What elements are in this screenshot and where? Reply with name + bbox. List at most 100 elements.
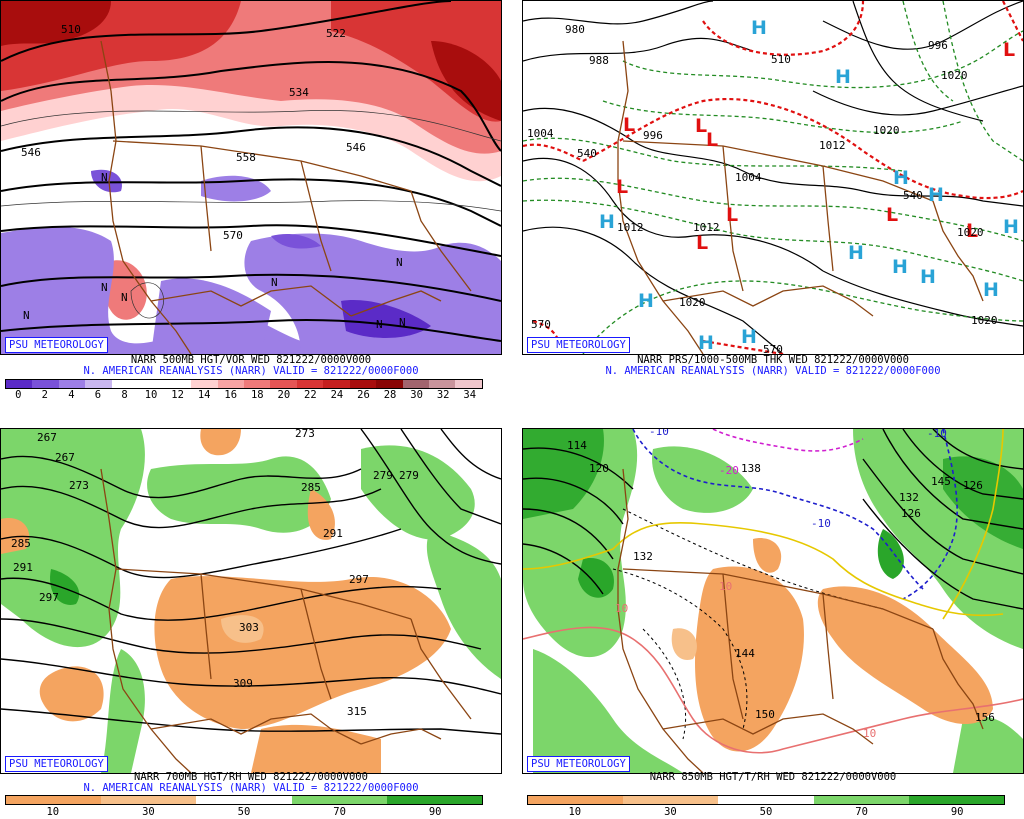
contour-label: 120: [589, 462, 609, 475]
isobar-label: 988: [589, 54, 609, 67]
colorbar-tick-label: 20: [277, 389, 291, 401]
colorbar-tick-label: 4: [68, 389, 75, 401]
caption-product: NARR 700MB HGT/RH WED 821222/0000V000: [134, 771, 368, 783]
svg-text:N: N: [399, 316, 406, 329]
isotherm-label: 10: [863, 727, 876, 740]
colorbar-swatch: [323, 380, 350, 388]
vorticity-colorbar-ticks: 0 2 4 6 8 10 12 14 16 18 20 22 24 26 28 30 32 34: [5, 389, 481, 401]
colorbar-tick-label: 70: [333, 806, 346, 818]
contour-label: 315: [347, 705, 367, 718]
colorbar-swatch: [164, 380, 192, 388]
colorbar-swatch: [270, 380, 297, 388]
colorbar-tick-label: 18: [250, 389, 264, 401]
contour-label: 291: [323, 527, 343, 540]
contour-label: 534: [289, 86, 309, 99]
psu-meteorology-badge: PSU METEOROLOGY: [527, 756, 630, 772]
svg-text:H: H: [848, 242, 864, 264]
svg-text:H: H: [920, 266, 936, 288]
colorbar-tick-label: 14: [197, 389, 211, 401]
colorbar-tick-label: 0: [15, 389, 22, 401]
vorticity-colorbar: [5, 379, 483, 389]
colorbar-tick-label: 32: [436, 389, 450, 401]
caption-product: NARR PRS/1000-500MB THK WED 821222/0000V…: [637, 354, 909, 366]
psu-meteorology-badge: PSU METEOROLOGY: [5, 337, 108, 353]
map-700mb-svg: 267 267 273 273 279 279 285 285 291 291 …: [1, 429, 501, 773]
isobar-label: 996: [643, 129, 663, 142]
isobar-label: 1012: [693, 221, 720, 234]
map-850mb: 114 120 126 132 138 144 150 156 132 126 …: [522, 428, 1024, 774]
colorbar-swatch: [32, 380, 59, 388]
colorbar-tick-label: 16: [224, 389, 238, 401]
contour-label: 150: [755, 708, 775, 721]
caption-source: N. AMERICAN REANALYSIS (NARR) VALID = 82…: [83, 782, 419, 794]
isotherm-label: -20: [719, 464, 739, 477]
contour-label: 285: [301, 481, 321, 494]
caption-product: NARR 850MB HGT/T/RH WED 821222/0000V000: [649, 771, 897, 783]
colorbar-tick-label: 30: [410, 389, 423, 401]
svg-text:L: L: [616, 176, 628, 198]
svg-text:N: N: [271, 276, 278, 289]
svg-text:N: N: [396, 256, 403, 269]
svg-text:N: N: [101, 171, 108, 184]
thickness-label: 510: [771, 53, 791, 66]
colorbar-tick-label: 10: [46, 806, 60, 818]
map-slp-svg: HHH HHH H HH H HH H L LL LLL LLL 980 988 99…: [523, 1, 1023, 354]
colorbar-swatch: [429, 380, 456, 388]
colorbar-swatch: [101, 796, 197, 804]
caption-product: NARR 500MB HGT/VOR WED 821222/0000V000: [130, 354, 372, 366]
contour-label: 126: [901, 507, 921, 520]
svg-text:L: L: [966, 220, 978, 242]
colorbar-tick-label: 6: [94, 389, 102, 401]
isotherm-label: 10: [615, 602, 628, 615]
colorbar-tick-label: 50: [759, 806, 773, 818]
svg-text:H: H: [983, 279, 999, 301]
contour-label: 522: [326, 27, 346, 40]
isobar-label: 1004: [735, 171, 762, 184]
svg-text:L: L: [696, 232, 708, 254]
colorbar-tick-label: 12: [171, 389, 184, 401]
svg-text:N: N: [23, 309, 30, 322]
svg-text:N: N: [121, 291, 128, 304]
contour-label: 297: [349, 573, 369, 586]
svg-text:H: H: [928, 184, 944, 206]
isobar-label: 1020: [873, 124, 900, 137]
colorbar-swatch: [386, 796, 483, 804]
svg-text:L: L: [1003, 39, 1015, 61]
thickness-label: 540: [903, 189, 923, 202]
svg-text:N: N: [376, 318, 383, 331]
colorbar-swatch: [349, 380, 377, 388]
map-500mb-svg: 510 522 534 546 558 546 570 NNN N NN NN: [1, 1, 501, 354]
colorbar-tick-label: 26: [357, 389, 370, 401]
svg-text:H: H: [1003, 216, 1019, 238]
isotherm-label: 10: [719, 580, 732, 593]
thickness-label: 570: [763, 343, 783, 354]
colorbar-tick-label: 10: [144, 389, 158, 401]
colorbar-tick-label: 8: [121, 389, 128, 401]
contour-label: 145: [931, 475, 951, 488]
svg-text:H: H: [698, 332, 714, 354]
panel-700mb-humidity: 267 267 273 273 279 279 285 285 291 291 …: [0, 428, 502, 819]
contour-label: 570: [223, 229, 243, 242]
colorbar-tick-label: 2: [41, 389, 48, 401]
caption-source: N. AMERICAN REANALYSIS (NARR) VALID = 82…: [605, 365, 941, 377]
colorbar-tick-label: 50: [237, 806, 251, 818]
psu-meteorology-badge: PSU METEOROLOGY: [5, 756, 108, 772]
contour-label: 279: [399, 469, 419, 482]
colorbar-tick-label: 70: [855, 806, 868, 818]
contour-label: 138: [741, 462, 761, 475]
colorbar-tick-label: 30: [142, 806, 155, 818]
colorbar-swatch: [813, 796, 909, 804]
contour-label: 546: [346, 141, 366, 154]
svg-text:H: H: [741, 326, 757, 348]
svg-text:L: L: [623, 114, 635, 136]
colorbar-swatch: [191, 380, 218, 388]
map-700mb: 267 267 273 273 279 279 285 285 291 291 …: [0, 428, 502, 774]
colorbar-swatch: [6, 796, 102, 804]
colorbar-swatch: [376, 380, 403, 388]
colorbar-tick-label: 34: [463, 389, 477, 401]
colorbar-swatch: [528, 796, 624, 804]
contour-label: 558: [236, 151, 256, 164]
isobar-label: 1020: [941, 69, 968, 82]
